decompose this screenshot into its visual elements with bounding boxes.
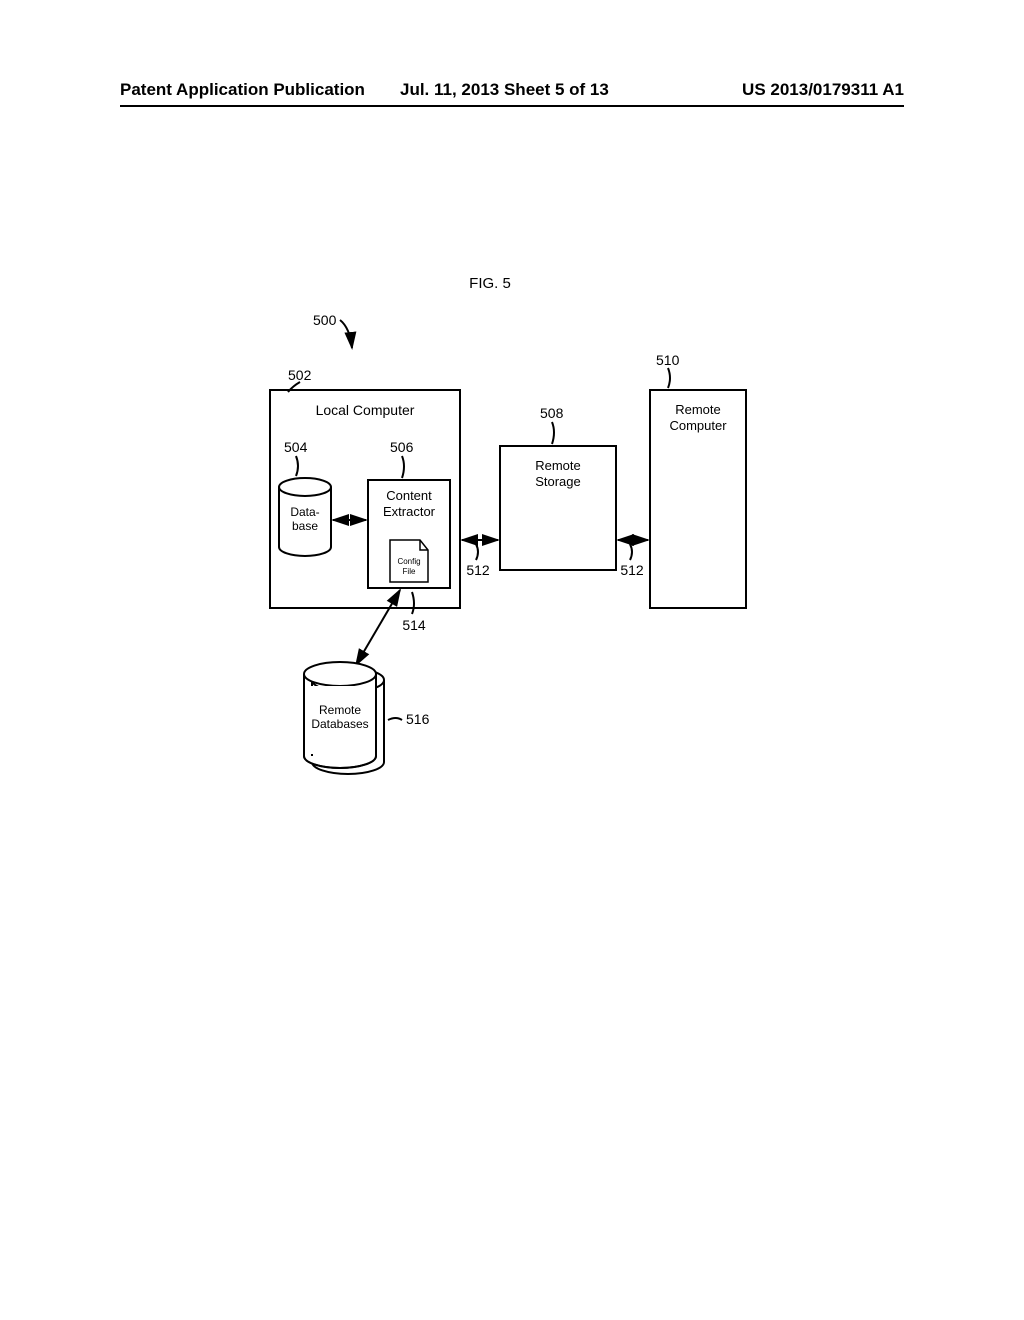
ref-516: 516 (406, 711, 430, 727)
content-extractor-label-2: Extractor (383, 504, 436, 519)
config-file-label-2: File (403, 567, 416, 576)
remote-computer-label-1: Remote (675, 402, 721, 417)
ref-512a: 512 (466, 562, 490, 578)
remote-db-label-2: Databases (311, 717, 368, 731)
ref-502: 502 (288, 367, 312, 383)
ref-500-leader (340, 320, 352, 348)
local-computer-label: Local Computer (316, 402, 415, 418)
figure-svg: FIG. 5 500 Local Computer 502 Data- base… (0, 0, 1024, 1320)
ref-510-leader (668, 368, 670, 388)
database-label-2: base (292, 519, 318, 533)
ref-504-leader (296, 456, 298, 476)
database-label-1: Data- (290, 505, 319, 519)
page: Patent Application Publication Jul. 11, … (0, 0, 1024, 1320)
ref-512b: 512 (620, 562, 644, 578)
ref-510: 510 (656, 352, 680, 368)
ref-512b-leader (630, 544, 632, 560)
config-file-icon: Config File (390, 540, 428, 582)
config-file-label-1: Config (397, 557, 420, 566)
ref-506: 506 (390, 439, 414, 455)
remote-storage-label-2: Storage (535, 474, 581, 489)
remote-computer-label-2: Computer (669, 418, 727, 433)
ref-508-leader (552, 422, 554, 444)
ref-500: 500 (313, 312, 337, 328)
ref-514-leader (412, 592, 414, 614)
ref-504: 504 (284, 439, 308, 455)
ref-506-leader (402, 456, 404, 478)
ref-508: 508 (540, 405, 564, 421)
remote-db-label-1: Remote (319, 703, 361, 717)
remote-databases-516: Remote Databases (304, 662, 384, 774)
ref-514: 514 (402, 617, 426, 633)
ref-516-leader (388, 718, 402, 720)
database-504: Data- base (279, 478, 331, 556)
remote-storage-label-1: Remote (535, 458, 581, 473)
edge-extractor-remotedb (356, 590, 400, 665)
figure-title: FIG. 5 (469, 275, 511, 292)
ref-512a-leader (476, 544, 478, 560)
content-extractor-label-1: Content (386, 488, 432, 503)
